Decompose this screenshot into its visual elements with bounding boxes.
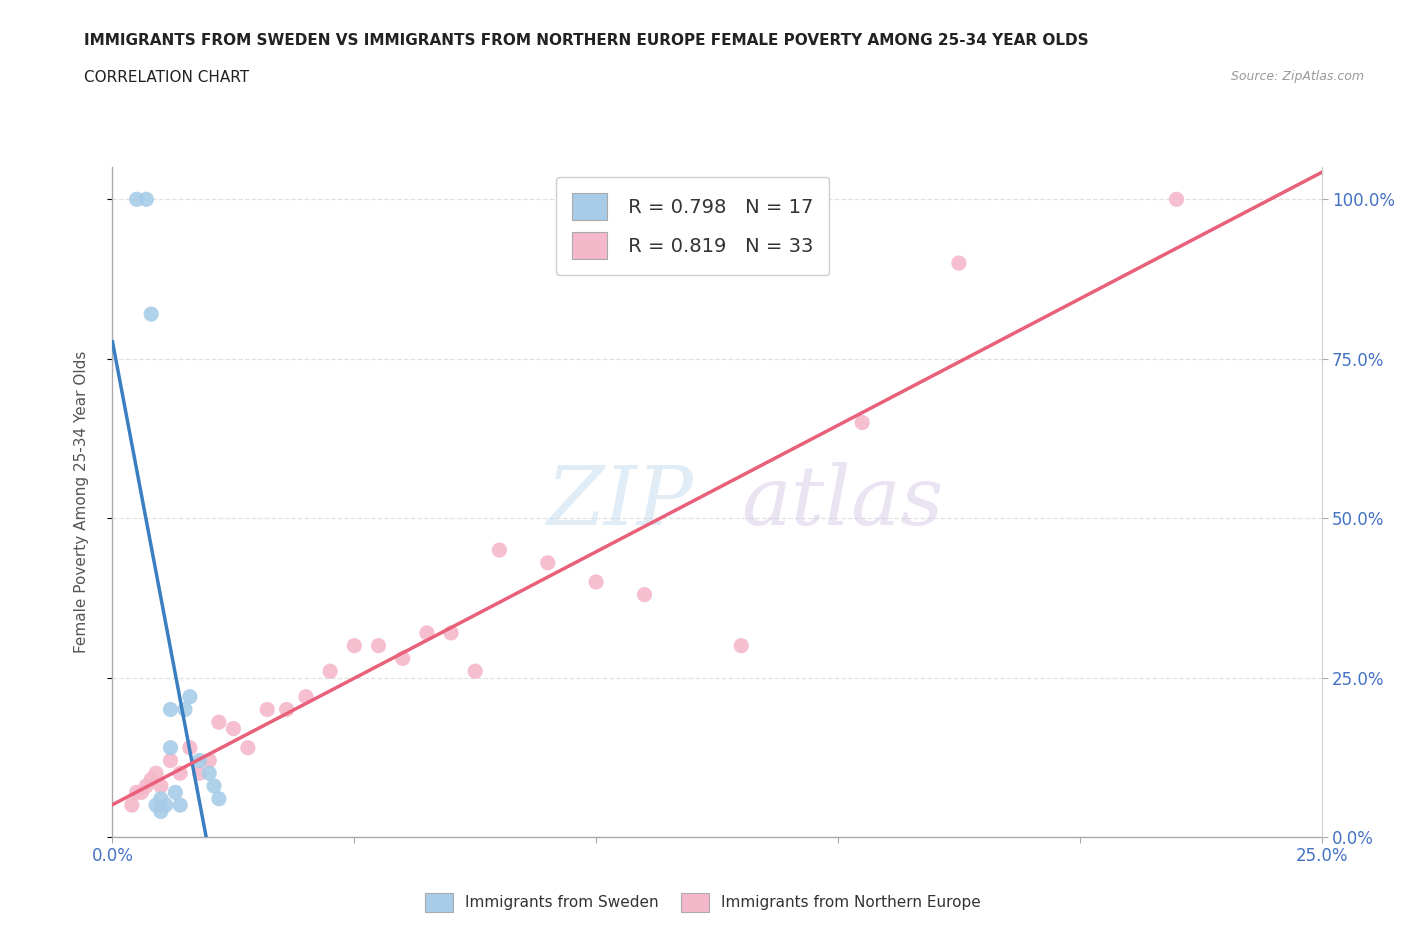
Point xyxy=(125,192,148,206)
Point xyxy=(343,638,366,653)
Point xyxy=(179,689,201,704)
Point xyxy=(256,702,278,717)
Point xyxy=(464,664,486,679)
Point xyxy=(391,651,413,666)
Point xyxy=(165,785,187,800)
Point xyxy=(208,791,231,806)
Point xyxy=(125,785,148,800)
Point xyxy=(135,778,157,793)
Point xyxy=(295,689,318,704)
Point xyxy=(159,740,181,755)
Point xyxy=(236,740,259,755)
Point xyxy=(416,626,439,641)
Point xyxy=(222,721,245,736)
Point xyxy=(141,772,163,787)
Point xyxy=(948,256,970,271)
Text: ZIP: ZIP xyxy=(546,462,693,542)
Point xyxy=(155,798,177,813)
Text: CORRELATION CHART: CORRELATION CHART xyxy=(84,70,249,85)
Point xyxy=(319,664,342,679)
Point xyxy=(730,638,752,653)
Text: IMMIGRANTS FROM SWEDEN VS IMMIGRANTS FROM NORTHERN EUROPE FEMALE POVERTY AMONG 2: IMMIGRANTS FROM SWEDEN VS IMMIGRANTS FRO… xyxy=(84,33,1090,47)
Point xyxy=(208,715,231,730)
Point xyxy=(633,587,655,602)
Point xyxy=(537,555,560,570)
Point xyxy=(188,753,211,768)
Point xyxy=(149,778,172,793)
Text: atlas: atlas xyxy=(741,462,943,542)
Point xyxy=(488,542,510,557)
Point xyxy=(159,702,181,717)
Point xyxy=(145,765,167,780)
Point xyxy=(198,765,221,780)
Point xyxy=(149,791,172,806)
Point xyxy=(851,415,873,430)
Point xyxy=(145,798,167,813)
Point xyxy=(131,785,153,800)
Point xyxy=(121,798,143,813)
Point xyxy=(276,702,298,717)
Point xyxy=(367,638,389,653)
Legend:  R = 0.798   N = 17,  R = 0.819   N = 33: R = 0.798 N = 17, R = 0.819 N = 33 xyxy=(557,177,830,275)
Text: Source: ZipAtlas.com: Source: ZipAtlas.com xyxy=(1230,70,1364,83)
Point xyxy=(1166,192,1188,206)
Point xyxy=(169,798,191,813)
Point xyxy=(440,626,463,641)
Point xyxy=(174,702,197,717)
Point xyxy=(188,765,211,780)
Point xyxy=(149,804,172,819)
Point xyxy=(202,778,225,793)
Y-axis label: Female Poverty Among 25-34 Year Olds: Female Poverty Among 25-34 Year Olds xyxy=(75,351,89,654)
Point xyxy=(141,307,163,322)
Point xyxy=(585,575,607,590)
Point xyxy=(159,753,181,768)
Point xyxy=(198,753,221,768)
Point xyxy=(179,740,201,755)
Point xyxy=(169,765,191,780)
Legend: Immigrants from Sweden, Immigrants from Northern Europe: Immigrants from Sweden, Immigrants from … xyxy=(419,887,987,918)
Point xyxy=(135,192,157,206)
